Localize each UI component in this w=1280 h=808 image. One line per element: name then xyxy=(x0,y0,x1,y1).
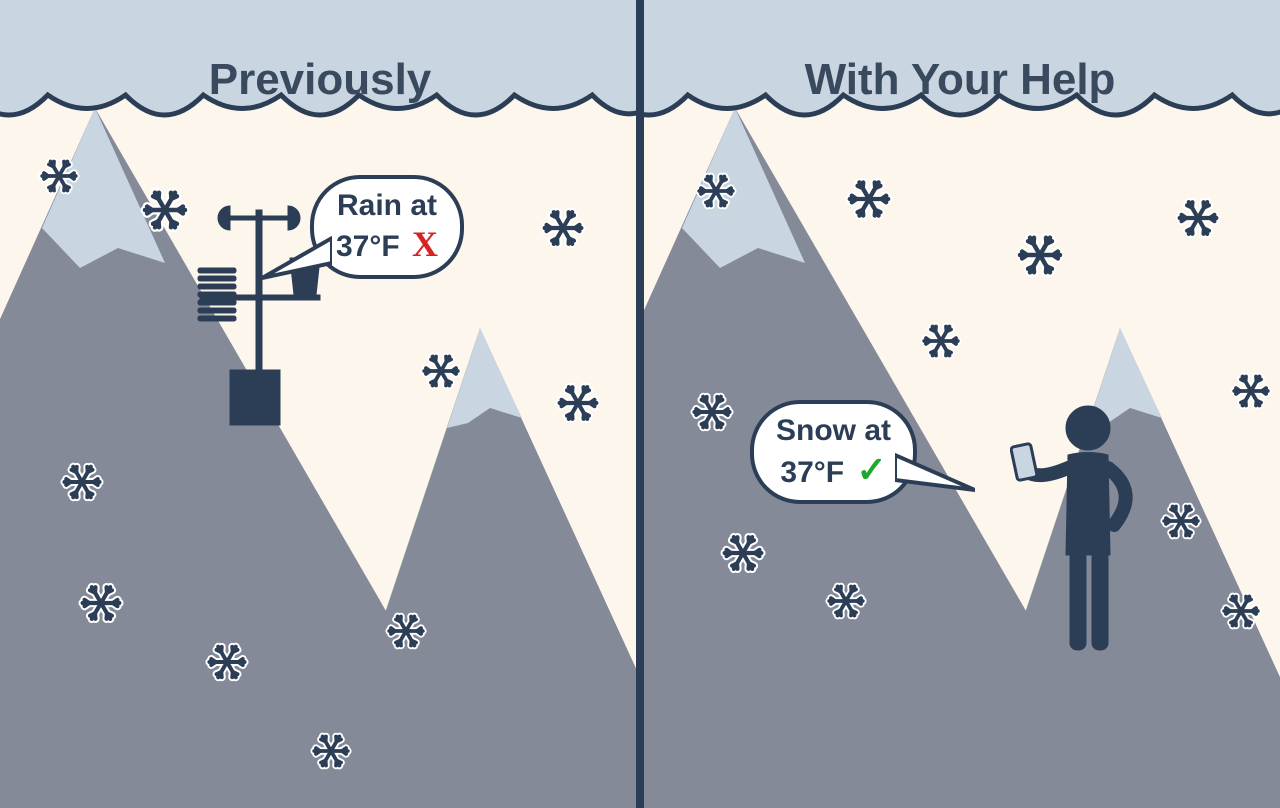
bubble-text-line1: Snow at xyxy=(776,414,891,447)
snowflake-icon xyxy=(60,460,104,504)
snowflake-icon xyxy=(1230,370,1272,412)
panel-previously: Previously Rain at 37°F X xyxy=(0,0,640,808)
x-mark-icon: X xyxy=(412,224,438,265)
panel-with-your-help: With Your Help Snow at 37°F ✓ xyxy=(640,0,1280,808)
snowflake-icon xyxy=(555,380,601,426)
infographic-canvas: Previously Rain at 37°F X W xyxy=(0,0,1280,808)
check-mark-icon: ✓ xyxy=(856,449,886,490)
snowflake-icon xyxy=(1015,230,1065,280)
snowflake-icon xyxy=(38,155,80,197)
speech-bubble: Snow at 37°F ✓ xyxy=(750,400,917,504)
snowflake-icon xyxy=(690,390,734,434)
snowflake-icon xyxy=(1175,195,1221,241)
snowflake-icon xyxy=(825,580,867,622)
panel-title: Previously xyxy=(0,55,640,105)
snowflake-icon xyxy=(1220,590,1262,632)
person-with-phone-icon xyxy=(1010,400,1150,660)
bubble-tail-icon xyxy=(262,233,332,283)
snowflake-icon xyxy=(385,610,427,652)
snowflake-icon xyxy=(205,640,249,684)
panel-title: With Your Help xyxy=(640,55,1280,105)
snowflake-icon xyxy=(695,170,737,212)
snowflake-icon xyxy=(1160,500,1202,542)
speech-bubble: Rain at 37°F X xyxy=(310,175,464,279)
snowflake-icon xyxy=(310,730,352,772)
snowflake-icon xyxy=(78,580,124,626)
snowflake-icon xyxy=(720,530,766,576)
snowflake-icon xyxy=(540,205,586,251)
panel-divider xyxy=(636,0,644,808)
snowflake-icon xyxy=(920,320,962,362)
bubble-text-line1: Rain at xyxy=(337,189,437,222)
bubble-text-line2: 37°F xyxy=(336,230,400,263)
snowflake-icon xyxy=(420,350,462,392)
bubble-tail-icon xyxy=(895,450,975,500)
bubble-text-line2: 37°F xyxy=(780,456,844,489)
snowflake-icon xyxy=(845,175,893,223)
snowflake-icon xyxy=(140,185,190,235)
